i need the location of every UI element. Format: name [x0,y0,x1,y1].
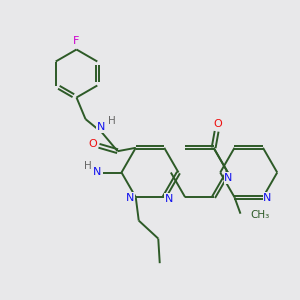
Text: H: H [108,116,116,126]
Text: O: O [88,139,97,149]
Text: F: F [73,36,80,46]
Text: N: N [126,193,134,203]
Text: H: H [84,161,92,171]
Text: N: N [224,173,233,183]
Text: N: N [263,193,272,203]
Text: N: N [165,194,173,204]
Text: N: N [97,122,105,132]
Text: O: O [214,119,223,129]
Text: N: N [93,167,102,177]
Text: CH₃: CH₃ [250,210,269,220]
